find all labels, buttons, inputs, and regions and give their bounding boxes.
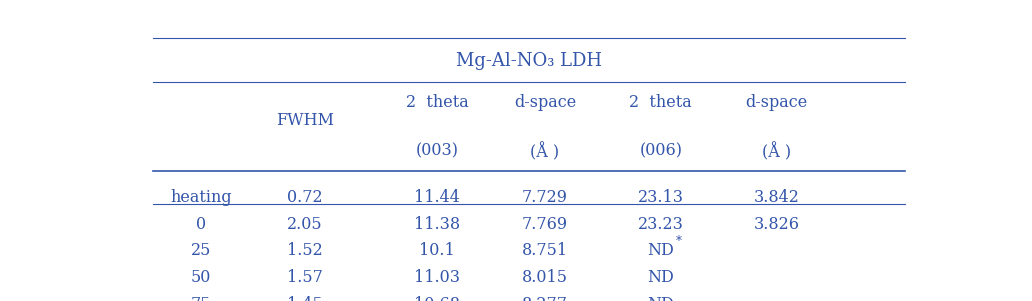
Text: 11.44: 11.44 <box>414 189 460 206</box>
Text: 1.45: 1.45 <box>287 296 323 301</box>
Text: (003): (003) <box>416 143 458 160</box>
Text: (Å ): (Å ) <box>763 143 792 161</box>
Text: 0: 0 <box>196 216 206 233</box>
Text: FWHM: FWHM <box>276 112 334 129</box>
Text: 75: 75 <box>191 296 212 301</box>
Text: 1.52: 1.52 <box>287 242 323 259</box>
Text: d-space: d-space <box>746 94 808 111</box>
Text: (Å ): (Å ) <box>530 143 559 161</box>
Text: 23.23: 23.23 <box>638 216 684 233</box>
Text: ND: ND <box>647 269 674 286</box>
Text: 8.751: 8.751 <box>522 242 568 259</box>
Text: 8.015: 8.015 <box>522 269 568 286</box>
Text: 0.72: 0.72 <box>287 189 323 206</box>
Text: 2  theta: 2 theta <box>406 94 469 111</box>
Text: d-space: d-space <box>514 94 576 111</box>
Text: 3.842: 3.842 <box>754 189 800 206</box>
Text: 3.826: 3.826 <box>753 216 800 233</box>
Text: 7.729: 7.729 <box>522 189 568 206</box>
Text: 10.1: 10.1 <box>419 242 455 259</box>
Text: *: * <box>676 235 681 248</box>
Text: 8.277: 8.277 <box>522 296 568 301</box>
Text: 23.13: 23.13 <box>638 189 684 206</box>
Text: 11.03: 11.03 <box>414 269 460 286</box>
Text: ND: ND <box>647 242 674 259</box>
Text: 2.05: 2.05 <box>287 216 323 233</box>
Text: 11.38: 11.38 <box>414 216 460 233</box>
Text: (006): (006) <box>640 143 682 160</box>
Text: 25: 25 <box>191 242 212 259</box>
Text: heating: heating <box>170 189 232 206</box>
Text: 10.68: 10.68 <box>414 296 460 301</box>
Text: 50: 50 <box>191 269 212 286</box>
Text: 1.57: 1.57 <box>287 269 323 286</box>
Text: ND: ND <box>647 296 674 301</box>
Text: 2  theta: 2 theta <box>630 94 692 111</box>
Text: 7.769: 7.769 <box>522 216 568 233</box>
Text: Mg-Al-NO₃ LDH: Mg-Al-NO₃ LDH <box>456 52 602 70</box>
